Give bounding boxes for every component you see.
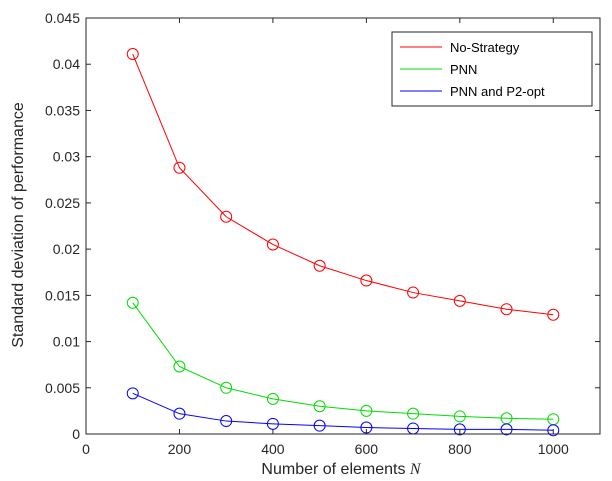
data-point [173, 407, 186, 420]
data-point [360, 274, 373, 287]
legend-item: PNN [400, 62, 477, 77]
data-point [266, 238, 279, 251]
y-tick-label: 0.005 [45, 380, 80, 396]
legend: No-Strategy PNN PNN and P2-opt [391, 31, 593, 107]
data-point [313, 419, 326, 432]
x-axis-label: Number of elements N [261, 461, 422, 478]
data-point [313, 400, 326, 413]
y-tick-label: 0.03 [53, 149, 80, 165]
y-tick-label: 0.025 [45, 195, 80, 211]
x-tick-label: 200 [168, 441, 192, 457]
y-tick-label: 0.045 [45, 10, 80, 26]
data-point [547, 308, 560, 321]
x-tick-label: 600 [355, 441, 379, 457]
y-tick-label: 0.02 [53, 241, 80, 257]
y-tick-label: 0.04 [53, 56, 80, 72]
legend-item: PNN and P2-opt [400, 84, 545, 99]
legend-label: No-Strategy [450, 40, 520, 55]
series-line [132, 53, 554, 316]
data-point [220, 210, 233, 223]
data-point [453, 294, 466, 307]
data-point [126, 48, 139, 61]
data-point [500, 423, 513, 436]
data-point [500, 303, 513, 316]
series-line [132, 392, 554, 431]
data-point [547, 424, 560, 437]
y-tick-label: 0.015 [45, 287, 80, 303]
data-point [360, 404, 373, 417]
x-tick-label: 400 [261, 441, 285, 457]
y-tick-label: 0.035 [45, 102, 80, 118]
x-tick-label: 0 [82, 441, 90, 457]
y-tick-label: 0 [72, 426, 80, 442]
x-tick-label: 1000 [538, 441, 569, 457]
legend-label: PNN and P2-opt [450, 84, 545, 99]
data-point [453, 410, 466, 423]
data-point [173, 360, 186, 373]
axes: 0 200 400 600 800 1000 0 0.005 0.01 0.015 0.02 0.02… [45, 10, 601, 457]
legend-label: PNN [450, 62, 477, 77]
data-point [220, 415, 233, 428]
data-point [407, 286, 420, 299]
data-point [126, 296, 139, 309]
x-tick-label: 800 [448, 441, 472, 457]
legend-item: No-Strategy [400, 40, 520, 55]
data-point [453, 423, 466, 436]
data-point [266, 392, 279, 405]
series-layer [126, 48, 560, 437]
y-axis-label: Standard deviation of performance [10, 102, 27, 348]
axes-box [85, 17, 601, 435]
series-line [132, 302, 554, 420]
series-0 [126, 48, 560, 321]
data-point [173, 161, 186, 174]
y-tick-label: 0.01 [53, 334, 80, 350]
data-point [220, 381, 233, 394]
data-point [313, 259, 326, 272]
data-point [407, 407, 420, 420]
data-point [126, 387, 139, 400]
